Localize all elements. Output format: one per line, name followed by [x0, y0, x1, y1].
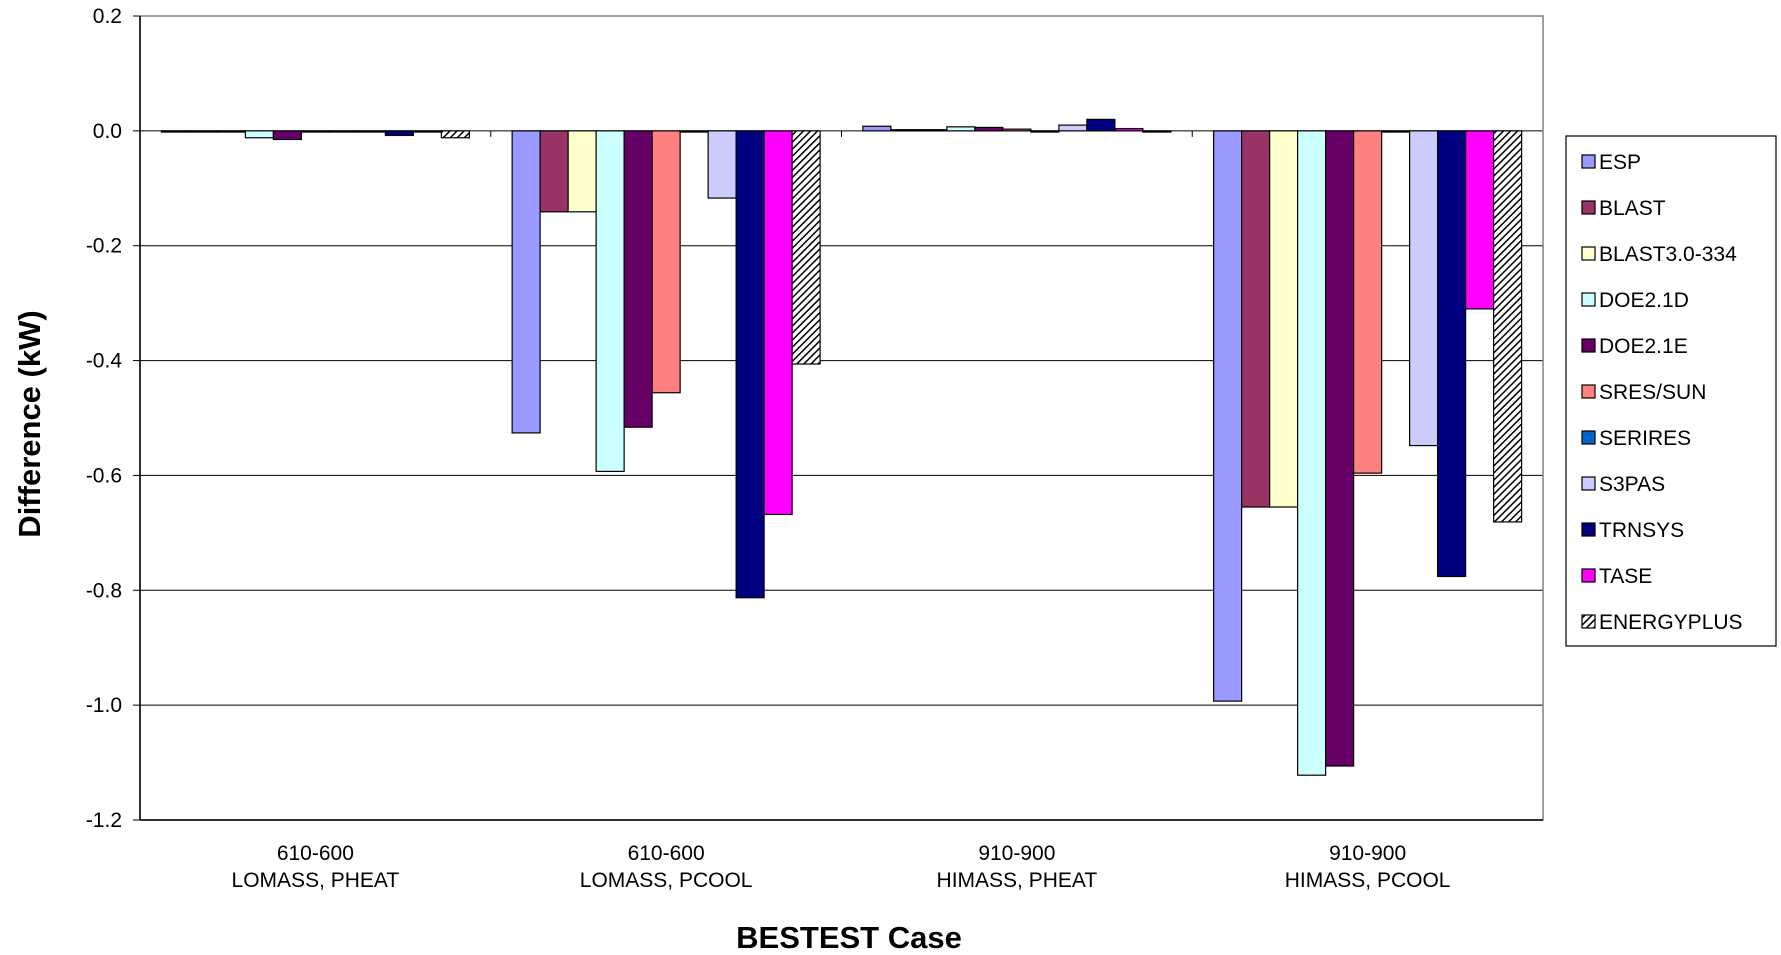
bar-blast: [890, 129, 920, 132]
legend-label: DOE2.1D: [1599, 289, 1689, 312]
legend-swatch: [1581, 430, 1596, 445]
x-category-label: 910-900: [978, 842, 1055, 865]
bar-s3pas: [1058, 124, 1088, 132]
legend-label: TRNSYS: [1599, 519, 1684, 542]
bar-sres-sun: [300, 130, 330, 133]
bar-s3pas: [707, 130, 737, 199]
bar-tase: [1465, 130, 1495, 310]
bar-s3pas: [356, 130, 386, 133]
legend-swatch: [1581, 614, 1596, 629]
legend-swatch: [1581, 384, 1596, 399]
bar-trnsys: [384, 130, 414, 137]
axes: [139, 15, 1544, 821]
y-tick-label: -1.0: [86, 694, 122, 717]
bar-trnsys: [1086, 118, 1116, 132]
bar-doe2-1e: [623, 130, 653, 428]
legend-label: SERIRES: [1599, 427, 1691, 450]
bar-trnsys: [1437, 130, 1467, 578]
bar-doe2-1d: [244, 130, 274, 139]
bar-s3pas: [1409, 130, 1439, 447]
legend-swatch: [1581, 246, 1596, 261]
y-axis-ticks: 0.2 0.0 -0.2 -0.4 -0.6 -0.8 -1.0 -1.2: [86, 5, 140, 832]
y-tick-label: -0.4: [86, 350, 123, 373]
legend-label: TASE: [1599, 565, 1652, 588]
legend-box: [1565, 135, 1777, 647]
bar-doe2-1d: [946, 126, 976, 132]
bar-tase: [412, 130, 442, 133]
legend: ESP BLAST BLAST3.0-334 DOE2.1D DOE2.1E SRES/S…: [1565, 135, 1777, 647]
bar-blast: [1241, 130, 1271, 508]
x-category-label: HIMASS, PHEAT: [937, 869, 1098, 892]
bar-energyplus: [1142, 130, 1172, 133]
legend-swatch: [1581, 568, 1596, 583]
bar-serires: [1030, 130, 1060, 133]
y-tick-label: -0.8: [86, 579, 122, 602]
y-tick-label: -0.2: [86, 235, 122, 258]
bar-serires: [328, 130, 358, 133]
bar-sres-sun: [651, 130, 681, 394]
legend-label: DOE2.1E: [1599, 335, 1688, 358]
bars: [160, 118, 1523, 776]
bar-sres-sun: [1353, 130, 1383, 474]
bar-tase: [763, 130, 793, 516]
bar-esp: [862, 125, 892, 132]
bar-sres-sun: [1002, 128, 1032, 132]
legend-swatch: [1581, 292, 1596, 307]
bar-blast: [188, 130, 218, 133]
y-tick-label: -0.6: [86, 464, 122, 487]
y-tick-label: 0.2: [93, 5, 122, 28]
bar-blast3-0-334: [567, 130, 597, 213]
legend-swatch: [1581, 338, 1596, 353]
bar-blast3-0-334: [1269, 130, 1299, 508]
bar-serires: [1381, 130, 1411, 133]
legend-label: BLAST: [1599, 197, 1666, 220]
x-category-label: 610-600: [277, 842, 354, 865]
legend-label: ESP: [1599, 151, 1641, 174]
bar-doe2-1d: [595, 130, 625, 473]
bar-doe2-1e: [974, 126, 1004, 132]
legend-label: BLAST3.0-334: [1599, 243, 1737, 266]
bar-esp: [511, 130, 541, 434]
bar-blast3-0-334: [216, 130, 246, 133]
bar-esp: [1213, 130, 1243, 702]
bar-tase: [1114, 127, 1144, 132]
legend-label: ENERGYPLUS: [1599, 611, 1743, 634]
y-tick-label: -1.2: [86, 809, 122, 832]
bar-serires: [679, 130, 709, 133]
bar-energyplus: [1493, 130, 1523, 523]
bar-doe2-1e: [272, 130, 302, 141]
x-category-label: HIMASS, PCOOL: [1285, 869, 1451, 892]
bar-energyplus: [791, 130, 821, 365]
legend-swatch: [1581, 522, 1596, 537]
legend-swatch: [1581, 154, 1596, 169]
bar-energyplus: [440, 130, 470, 139]
legend-swatch: [1581, 476, 1596, 491]
bar-blast3-0-334: [918, 129, 948, 132]
legend-label: SRES/SUN: [1599, 381, 1706, 404]
bar-blast: [539, 130, 569, 213]
x-category-label: 910-900: [1329, 842, 1406, 865]
bar-doe2-1d: [1297, 130, 1327, 776]
x-category-label: 610-600: [628, 842, 705, 865]
legend-items: ESP BLAST BLAST3.0-334 DOE2.1D DOE2.1E SRES/S…: [1581, 151, 1743, 634]
x-category-label: LOMASS, PCOOL: [580, 869, 753, 892]
legend-swatch: [1581, 200, 1596, 215]
y-tick-label: 0.0: [93, 120, 122, 143]
bar-doe2-1e: [1325, 130, 1355, 767]
bar-esp: [160, 130, 190, 133]
x-category-label: LOMASS, PHEAT: [232, 869, 400, 892]
bar-trnsys: [735, 130, 765, 599]
x-axis-title: BESTEST Case: [736, 920, 962, 955]
legend-label: S3PAS: [1599, 473, 1665, 496]
x-axis-category-labels: 610-600 LOMASS, PHEAT 610-600 LOMASS, PCOOL…: [232, 842, 1451, 892]
y-axis-title: Difference (kW): [12, 310, 47, 537]
